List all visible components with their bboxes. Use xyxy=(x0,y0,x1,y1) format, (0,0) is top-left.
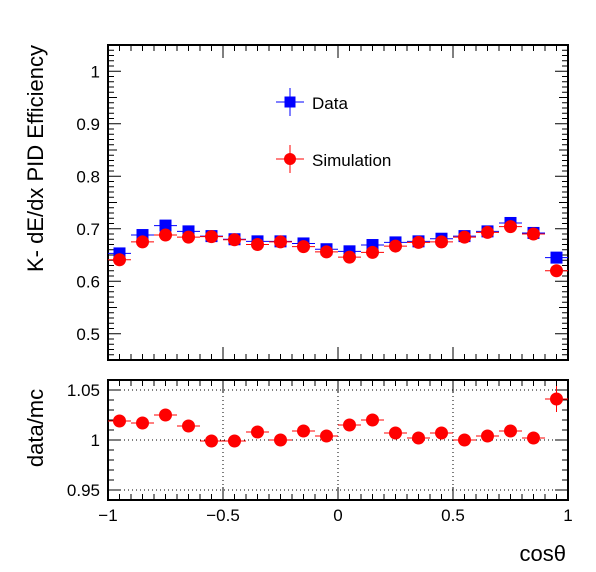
ratio-point-circle xyxy=(113,414,126,428)
x-tick-label: −0.5 xyxy=(206,506,240,525)
lower-y-tick-label: 1.05 xyxy=(67,381,100,400)
simulation-point-circle xyxy=(274,235,287,249)
data-point-square xyxy=(159,219,172,232)
ratio-point-circle xyxy=(297,424,310,438)
lower-y-tick-labels: 0.95 1 1.05 xyxy=(67,381,100,500)
simulation-point-circle xyxy=(159,228,172,242)
upper-y-axis-label: K- dE/dx PID Efficiency xyxy=(23,45,48,272)
series-simulation xyxy=(108,220,568,278)
x-tick-label: 0.5 xyxy=(441,506,465,525)
upper-tick-marks xyxy=(107,44,569,361)
simulation-point-circle xyxy=(205,230,218,244)
ratio-point-circle xyxy=(274,433,287,447)
ratio-point-circle xyxy=(458,433,471,447)
simulation-point-circle xyxy=(504,220,517,234)
simulation-point-circle xyxy=(412,235,425,249)
upper-y-tick-label: 0.8 xyxy=(76,167,100,186)
x-axis-label: cosθ xyxy=(520,541,566,566)
ratio-point-circle xyxy=(182,419,195,433)
simulation-point-circle xyxy=(366,245,379,259)
legend-data-marker xyxy=(284,96,296,108)
simulation-point-circle xyxy=(389,239,402,253)
simulation-point-circle xyxy=(343,250,356,264)
upper-y-tick-label: 0.5 xyxy=(76,325,100,344)
simulation-point-circle xyxy=(251,238,264,251)
lower-y-axis-label: data/mc xyxy=(23,389,48,467)
lower-tick-marks xyxy=(107,379,569,501)
ratio-point-circle xyxy=(412,431,425,445)
ratio-point-circle xyxy=(366,413,379,427)
lower-x-tick-labels: −1 −0.5 0 0.5 1 xyxy=(98,506,572,525)
upper-plot-frame xyxy=(107,44,569,361)
data-point-square xyxy=(550,251,563,264)
simulation-point-circle xyxy=(550,264,563,278)
ratio-point-circle xyxy=(435,426,448,440)
legend-entry-simulation: Simulation xyxy=(276,145,391,173)
legend-sim-label: Simulation xyxy=(312,151,391,170)
ratio-point-circle xyxy=(550,392,563,406)
upper-y-tick-label: 1 xyxy=(91,62,100,81)
simulation-point-circle xyxy=(435,235,448,249)
ratio-point-circle xyxy=(205,434,218,448)
legend-entry-data: Data xyxy=(276,88,348,116)
legend-data-label: Data xyxy=(312,94,348,113)
lower-y-tick-label: 0.95 xyxy=(67,481,100,500)
x-tick-label: 0 xyxy=(333,506,342,525)
ratio-point-circle xyxy=(481,429,494,443)
legend: Data Simulation xyxy=(276,88,391,173)
simulation-point-circle xyxy=(320,245,333,259)
upper-y-tick-label: 0.9 xyxy=(76,115,100,134)
ratio-point-circle xyxy=(389,426,402,440)
lower-data-marks xyxy=(108,386,568,448)
ratio-point-circle xyxy=(228,434,241,448)
simulation-point-circle xyxy=(481,225,494,239)
simulation-point-circle xyxy=(113,253,126,267)
lower-gridlines xyxy=(108,380,568,500)
x-tick-label: 1 xyxy=(563,506,572,525)
ratio-point-circle xyxy=(504,424,517,438)
ratio-point-circle xyxy=(343,418,356,432)
series-ratio xyxy=(108,386,568,448)
simulation-point-circle xyxy=(136,235,149,249)
legend-sim-marker xyxy=(284,153,296,165)
upper-y-tick-labels: 0.5 0.6 0.7 0.8 0.9 1 xyxy=(76,62,100,344)
ratio-point-circle xyxy=(320,429,333,443)
simulation-point-circle xyxy=(182,230,195,244)
upper-y-tick-label: 0.7 xyxy=(76,220,100,239)
ratio-point-circle xyxy=(159,408,172,422)
lower-y-tick-label: 1 xyxy=(91,431,100,450)
ratio-point-circle xyxy=(136,416,149,430)
ratio-point-circle xyxy=(251,425,264,439)
simulation-point-circle xyxy=(228,233,241,247)
ratio-point-circle xyxy=(527,431,540,445)
upper-data-marks xyxy=(108,216,568,278)
x-tick-label: −1 xyxy=(98,506,117,525)
simulation-point-circle xyxy=(458,230,471,244)
simulation-point-circle xyxy=(297,240,310,254)
upper-y-tick-label: 0.6 xyxy=(76,272,100,291)
simulation-point-circle xyxy=(527,227,540,241)
